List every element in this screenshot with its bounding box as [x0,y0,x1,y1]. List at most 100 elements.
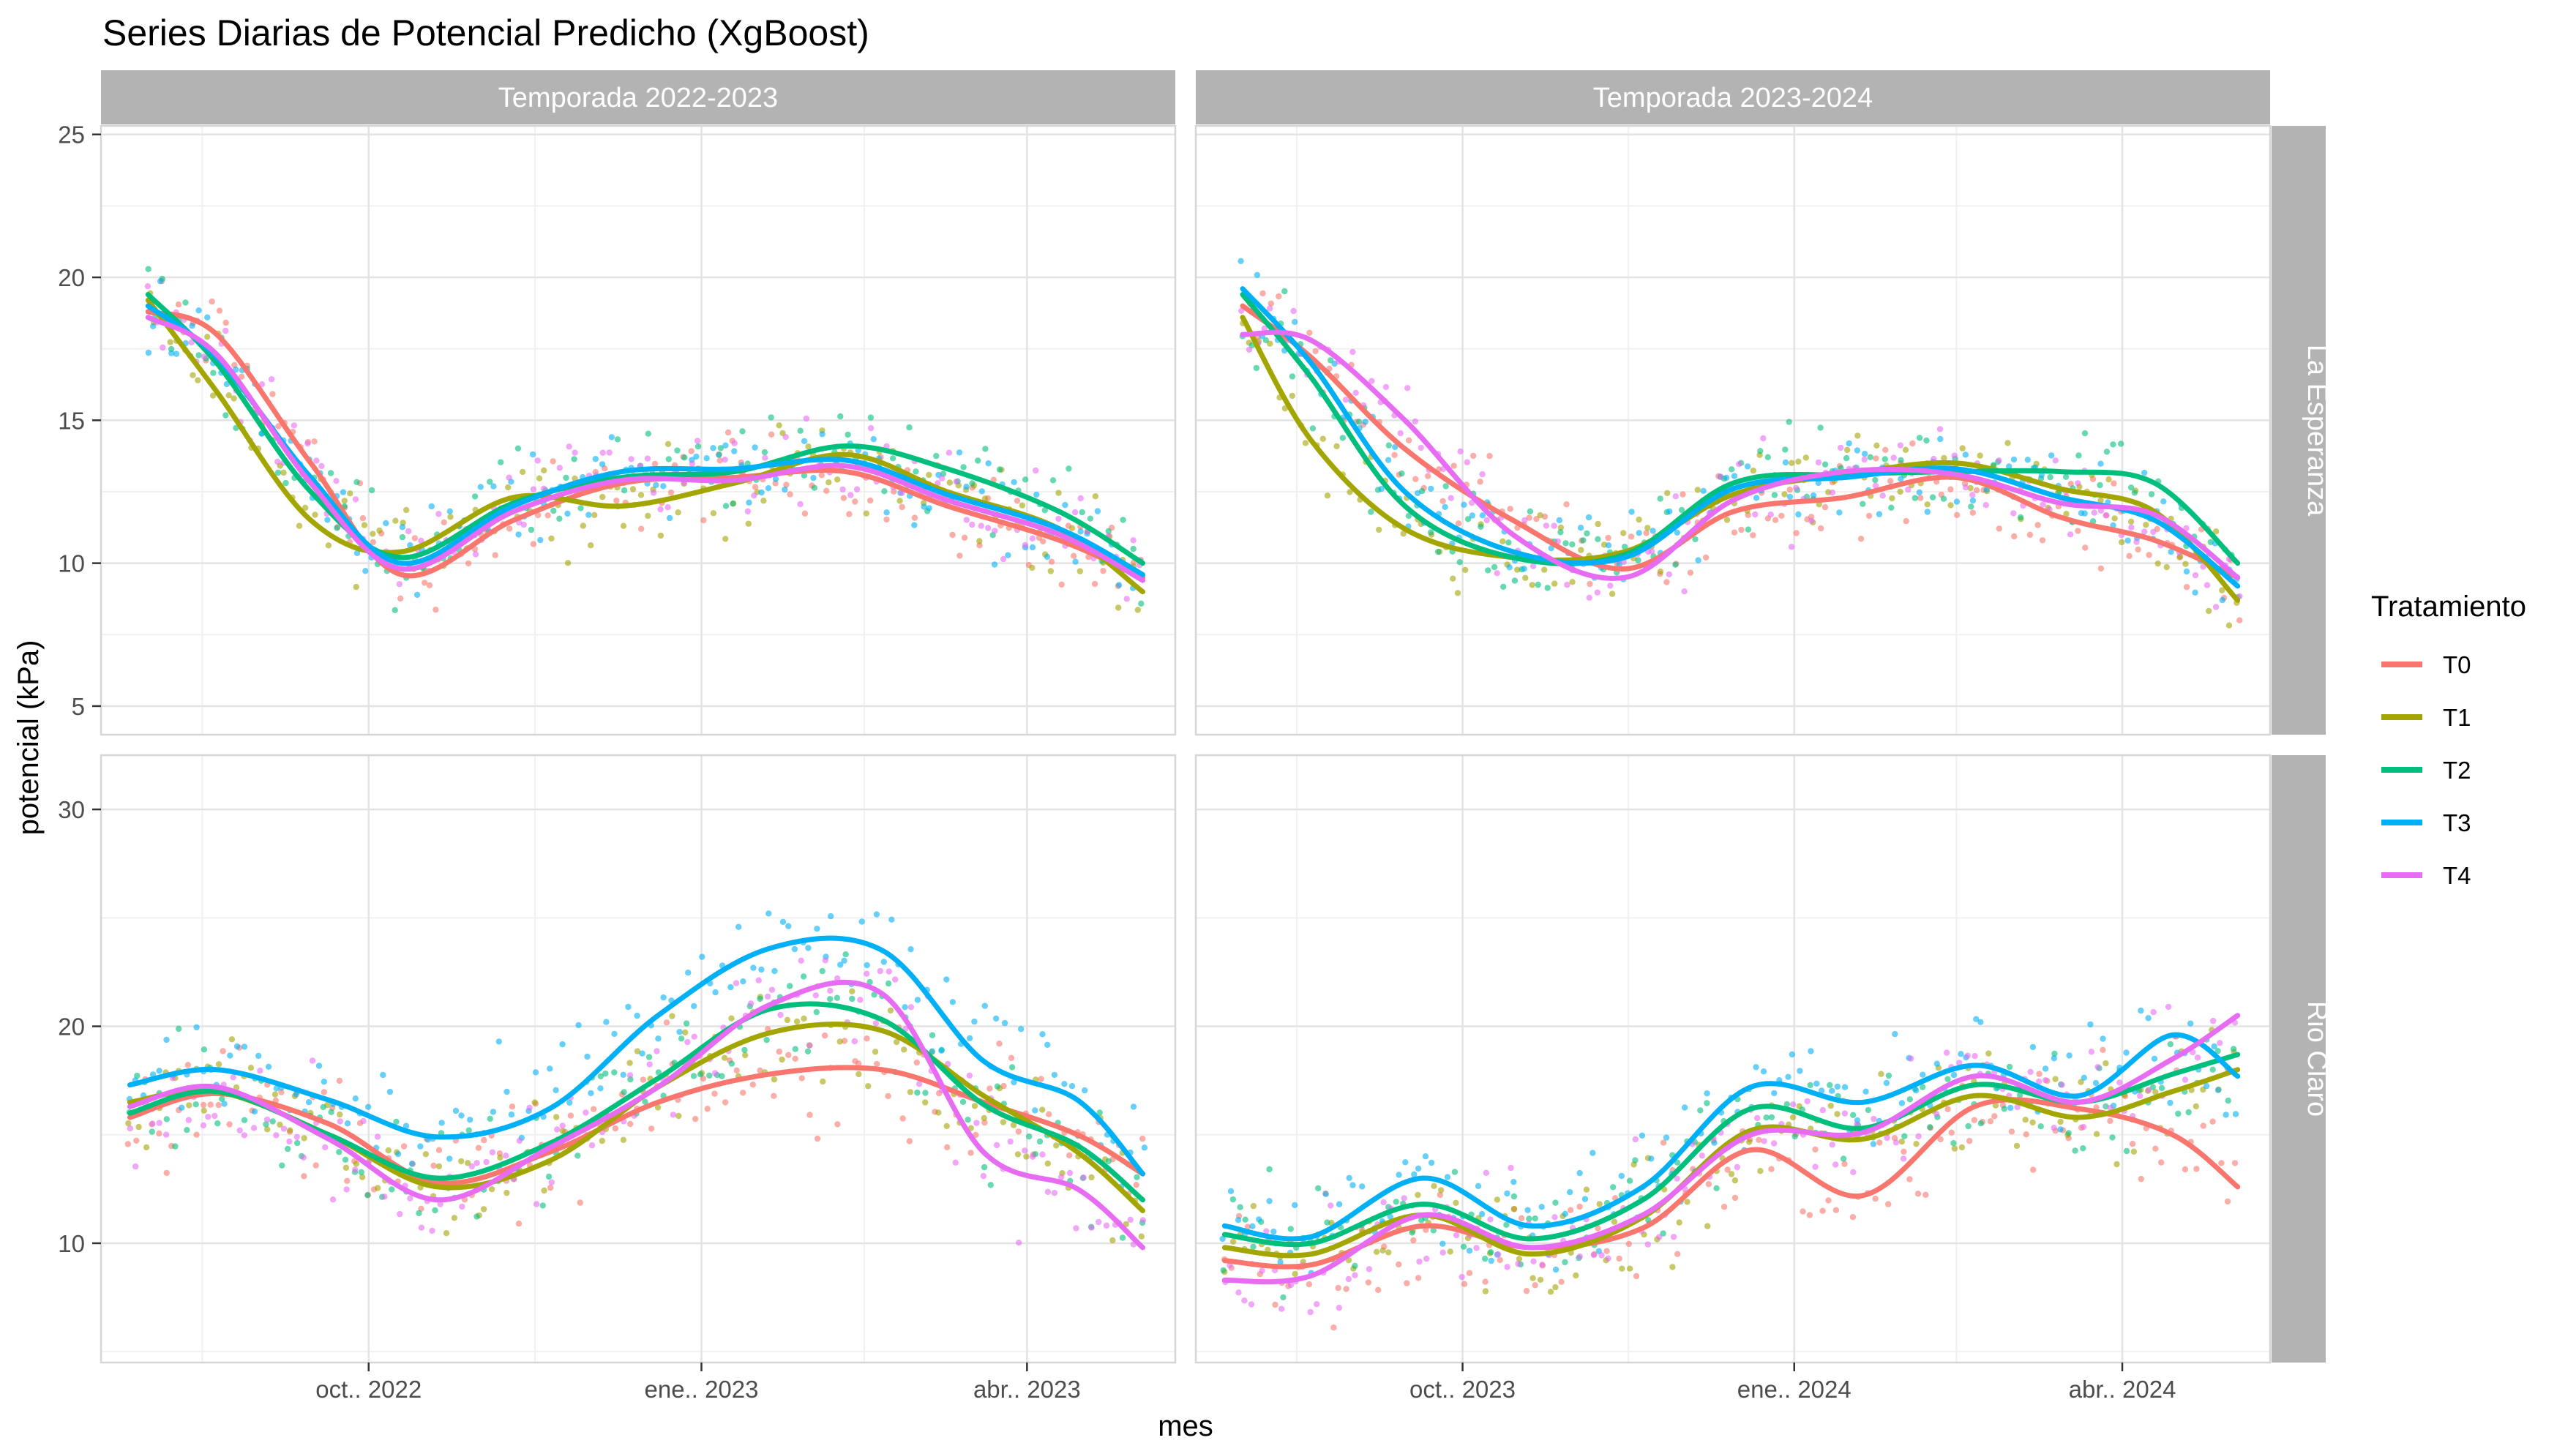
data-point [532,1069,539,1076]
data-point [665,456,672,462]
data-point [405,528,412,535]
data-point [929,1032,936,1038]
data-point [2192,589,2198,596]
data-point [492,552,498,558]
data-point [867,414,875,421]
data-point [667,489,675,496]
data-point [2110,522,2116,529]
data-point [1259,1267,1265,1274]
data-point [341,498,348,504]
data-point [1962,451,1969,458]
data-point [1312,348,1319,355]
data-point [273,1132,280,1139]
data-point [2100,1046,2106,1054]
data-point [2037,1123,2044,1130]
smooth-line-t4 [1240,329,2241,581]
data-point [334,525,340,531]
data-point [286,1138,293,1145]
data-point [422,1151,430,1158]
data-point [408,1161,416,1167]
data-point [2182,1076,2189,1083]
data-point [575,1022,582,1029]
data-point [1607,582,1614,589]
data-point [776,1048,783,1055]
data-point [1920,1084,1926,1090]
facet-strip-label: Rio Claro [2302,1001,2332,1117]
data-point [1876,511,1883,517]
data-point [2213,528,2220,535]
data-point [1699,1153,1705,1159]
data-point [1872,476,1879,484]
data-point [1632,1136,1639,1143]
data-point [336,1149,342,1155]
data-point [2165,1003,2172,1011]
data-point [473,1160,480,1166]
data-point [472,551,479,558]
data-point [980,1172,987,1180]
data-point [762,454,768,461]
data-point [806,1112,813,1118]
data-point [1405,437,1412,443]
data-point [465,1160,471,1166]
data-point [1618,1172,1625,1180]
facet-panel [100,124,1177,736]
data-point [1511,577,1519,584]
data-point [257,1068,263,1074]
data-point [1336,1305,1343,1311]
data-point [2051,1055,2057,1062]
data-point [214,1120,221,1127]
data-point [1339,435,1347,441]
data-point [952,1159,959,1166]
data-point [801,510,809,517]
smooth-line-t0 [127,1065,1145,1186]
data-point [389,1186,395,1193]
data-point [1530,1258,1537,1265]
data-point [956,449,963,456]
legend-label: T4 [2443,862,2471,889]
data-point [2131,490,2138,496]
data-point [1793,530,1800,536]
data-point [2145,1015,2152,1022]
data-point [175,301,182,308]
data-point [311,438,318,445]
data-point [755,977,762,983]
data-point [1254,271,1261,278]
data-point [1885,1072,1892,1079]
data-point [222,412,229,419]
data-point [2111,480,2117,487]
data-point [505,484,512,491]
data-point [1789,1101,1797,1108]
x-tick-label: ene.. 2023 [645,1376,759,1403]
data-point [688,448,694,454]
data-point [344,1120,351,1127]
data-point [1786,493,1794,501]
data-point [2236,617,2243,623]
data-point [1315,1185,1322,1192]
data-point [613,498,620,504]
data-point [1459,1273,1465,1281]
data-point [1916,489,1922,495]
data-point [2167,1099,2174,1106]
data-point [751,492,757,499]
data-point [280,469,287,476]
data-point [798,957,804,964]
data-point [468,1163,475,1170]
data-point [1462,566,1469,573]
data-point [360,1117,367,1125]
data-point [1563,501,1570,508]
data-point [1478,1210,1486,1218]
facet-strip-label: Temporada 2023-2024 [1593,83,1873,113]
data-point [993,1142,1000,1149]
data-point [1768,1114,1775,1121]
data-point [597,1085,604,1092]
data-point [1567,1207,1574,1213]
data-point [2092,1079,2100,1087]
data-point [2204,582,2211,588]
data-point [722,457,728,463]
data-point [156,1068,162,1074]
data-point [282,479,289,487]
data-point [397,595,404,602]
data-point [1324,492,1331,499]
data-point [1643,530,1650,536]
